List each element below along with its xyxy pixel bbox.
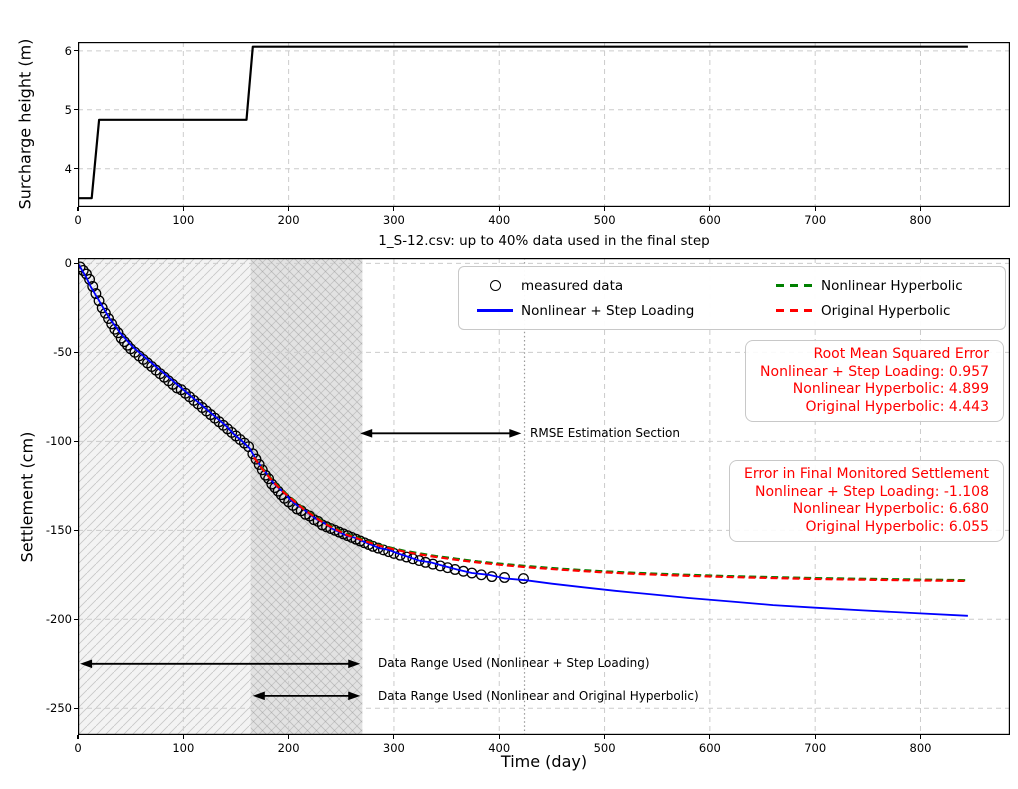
- original-hyperbolic-curve: [253, 456, 968, 583]
- legend-label-nonlinear-hyperbolic: Nonlinear Hyperbolic: [821, 277, 963, 294]
- x-tick-mark: [77, 735, 79, 739]
- x-tick-label: 800: [909, 213, 932, 227]
- x-tick-label: 500: [593, 741, 616, 755]
- y-tick-label: -100: [45, 434, 72, 449]
- x-tick-mark: [814, 207, 816, 211]
- x-tick-mark: [814, 735, 816, 739]
- y-tick-mark: [74, 440, 78, 442]
- x-tick-mark: [919, 207, 922, 211]
- x-tick-label: 400: [488, 213, 511, 227]
- x-tick-label: 200: [277, 741, 300, 755]
- x-tick-label: 800: [909, 741, 932, 755]
- legend-label-measured-data: measured data: [521, 277, 624, 294]
- y-tick-label: 4: [64, 161, 72, 176]
- y-tick-label: 0: [64, 256, 72, 271]
- measured-data-points: [78, 261, 529, 585]
- surcharge-chart-canvas: [78, 42, 1010, 207]
- double-arrow: [252, 691, 361, 701]
- y-tick-mark: [74, 618, 78, 620]
- rmse-box-title: Root Mean Squared Error: [813, 346, 989, 362]
- x-tick-label: 700: [804, 213, 827, 227]
- time-x-axis-label: Time (day): [500, 752, 588, 771]
- x-tick-label: 200: [277, 213, 300, 227]
- rmse-step-loading-value: Nonlinear + Step Loading: 0.957: [760, 363, 989, 380]
- legend-label-step-loading: Nonlinear + Step Loading: [521, 302, 695, 319]
- surcharge-height-curve: [78, 45, 968, 200]
- y-tick-mark: [74, 351, 78, 353]
- x-tick-label: 500: [593, 213, 616, 227]
- error-box-title: Error in Final Monitored Settlement: [744, 466, 989, 482]
- x-tick-mark: [919, 735, 922, 739]
- original-hyperbolic-marker-icon: [769, 309, 821, 312]
- x-tick-label: 600: [698, 213, 721, 227]
- y-tick-label: -250: [45, 701, 72, 716]
- y-tick-label: -150: [45, 523, 72, 538]
- measured-data-marker-icon: [469, 280, 521, 291]
- x-tick-label: 700: [804, 741, 827, 755]
- step-loading-marker-icon: [469, 309, 521, 312]
- rmse-estimation-section-annotation: RMSE Estimation Section: [530, 426, 681, 440]
- y-tick-label: -50: [53, 345, 72, 360]
- x-tick-mark: [709, 735, 711, 739]
- x-tick-mark: [182, 735, 184, 739]
- y-tick-mark: [74, 168, 78, 170]
- error-nonlinear-hyperbolic-value: Nonlinear Hyperbolic: 6.680: [792, 501, 989, 517]
- rmse-nonlinear-hyperbolic-value: Nonlinear Hyperbolic: 4.899: [792, 381, 989, 397]
- y-tick-mark: [74, 707, 78, 709]
- x-tick-mark: [498, 207, 500, 211]
- rmse-metrics-box: Root Mean Squared Error Nonlinear + Step…: [745, 340, 1004, 422]
- x-tick-mark: [604, 207, 606, 211]
- legend: measured data Nonlinear Hyperbolic Nonli…: [458, 266, 1006, 330]
- x-tick-label: 400: [488, 741, 511, 755]
- x-tick-mark: [498, 735, 500, 739]
- error-step-loading-value: Nonlinear + Step Loading: -1.108: [754, 483, 989, 500]
- x-tick-label: 300: [382, 741, 405, 755]
- surcharge-y-axis-label: Surcharge height (m): [15, 38, 35, 210]
- y-tick-label: 6: [64, 43, 72, 58]
- x-tick-label: 100: [172, 741, 195, 755]
- double-arrow: [80, 659, 361, 669]
- x-tick-mark: [709, 207, 711, 211]
- x-tick-label: 300: [382, 213, 405, 227]
- data-range-hyperbolic-annotation: Data Range Used (Nonlinear and Original …: [378, 689, 699, 703]
- settlement-plot-area: [78, 258, 1010, 735]
- legend-label-original-hyperbolic: Original Hyperbolic: [821, 302, 951, 319]
- x-tick-mark: [604, 735, 606, 739]
- y-tick-mark: [74, 529, 78, 531]
- y-tick-mark: [74, 50, 78, 52]
- chart-title: 1_S-12.csv: up to 40% data used in the f…: [378, 233, 710, 249]
- rmse-original-hyperbolic-value: Original Hyperbolic: 4.443: [805, 398, 989, 415]
- x-tick-mark: [182, 207, 184, 211]
- settlement-y-axis-label: Settlement (cm): [17, 431, 37, 563]
- x-tick-mark: [288, 735, 290, 739]
- settlement-chart-canvas: [78, 258, 1010, 735]
- y-tick-label: 5: [64, 102, 72, 117]
- y-tick-label: -200: [45, 612, 72, 627]
- y-tick-mark: [74, 109, 78, 111]
- final-settlement-error-box: Error in Final Monitored Settlement Nonl…: [729, 460, 1004, 542]
- x-tick-mark: [77, 207, 79, 211]
- y-tick-mark: [74, 262, 78, 264]
- nonlinear-hyperbolic-marker-icon: [769, 284, 821, 287]
- x-tick-label: 0: [74, 741, 82, 755]
- nonlinear-step-loading-curve: [78, 262, 968, 617]
- x-tick-label: 0: [74, 213, 82, 227]
- x-tick-label: 600: [698, 741, 721, 755]
- x-tick-label: 100: [172, 213, 195, 227]
- data-range-step-loading-annotation: Data Range Used (Nonlinear + Step Loadin…: [378, 656, 650, 670]
- x-tick-mark: [288, 207, 290, 211]
- error-original-hyperbolic-value: Original Hyperbolic: 6.055: [805, 518, 989, 535]
- surcharge-plot-area: [78, 42, 1010, 207]
- x-tick-mark: [393, 735, 395, 739]
- double-arrow: [360, 429, 522, 438]
- x-tick-mark: [393, 207, 395, 211]
